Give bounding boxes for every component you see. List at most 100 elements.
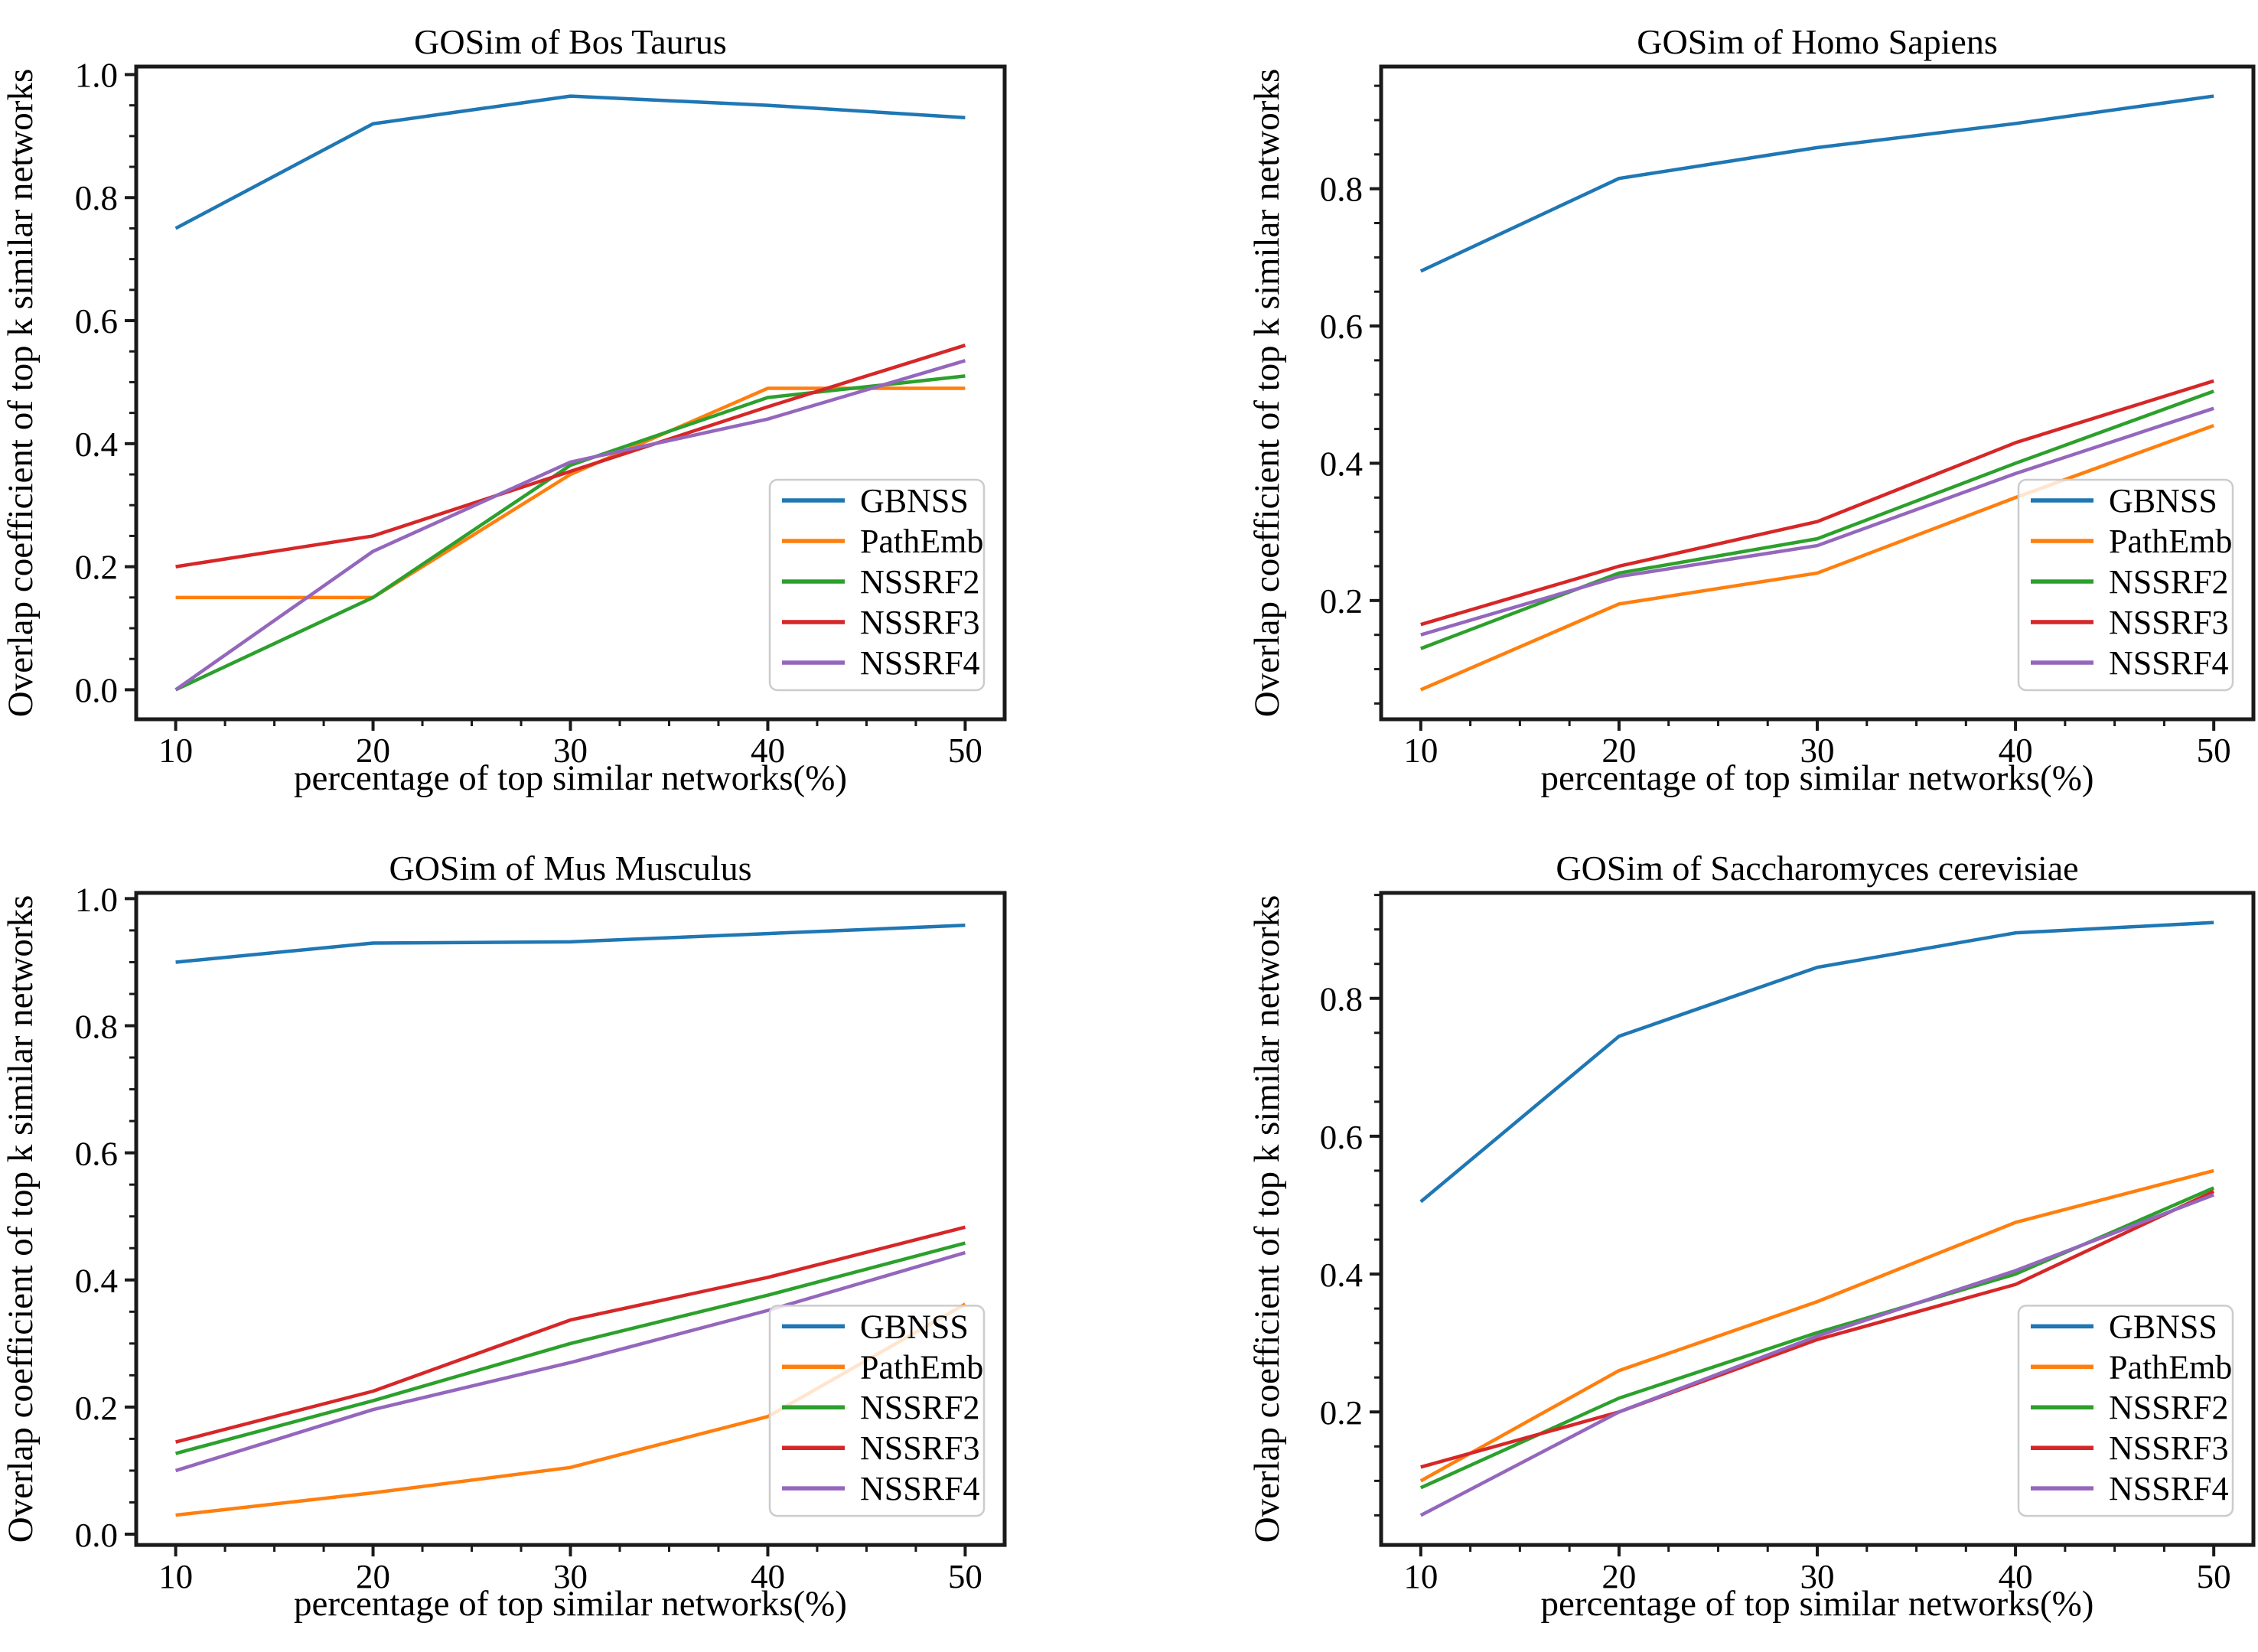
legend-label-NSSRF3: NSSRF3	[860, 1429, 980, 1467]
legend-label-NSSRF2: NSSRF2	[860, 563, 980, 601]
x-tick-label: 50	[948, 1557, 982, 1595]
x-tick-label: 40	[751, 1557, 785, 1595]
legend-box	[768, 478, 986, 692]
legend-label-NSSRF3: NSSRF3	[860, 604, 980, 641]
series-line-NSSRF3	[175, 1225, 966, 1444]
series-line-GBNSS	[174, 94, 966, 230]
y-tick-label: 1.0	[75, 880, 118, 918]
series-line-NSSRF4	[174, 1250, 966, 1473]
series-line-NSSRF3	[175, 344, 966, 569]
series-line-NSSRF2	[175, 1241, 966, 1455]
legend-label-NSSRF4: NSSRF4	[860, 1470, 980, 1507]
x-tick-label: 30	[553, 1557, 588, 1595]
y-tick-label: 0.4	[1320, 1256, 1363, 1294]
y-tick-label: 0.6	[1320, 1118, 1363, 1156]
series-line-GBNSS	[175, 924, 966, 964]
series-line-PathEmb	[1419, 423, 2214, 692]
y-tick-label: 0.6	[75, 302, 118, 341]
legend-label-NSSRF2: NSSRF2	[2109, 1389, 2229, 1426]
legend-label-GBNSS: GBNSS	[2109, 1308, 2217, 1345]
x-tick-label: 20	[1601, 732, 1636, 770]
legend-label-NSSRF4: NSSRF4	[2109, 644, 2229, 682]
y-tick-label: 1.0	[75, 56, 118, 94]
y-tick-label: 0.8	[75, 179, 118, 217]
x-tick-label: 10	[1403, 1557, 1438, 1595]
plot-spines	[1379, 64, 2256, 722]
y-tick-label: 0.8	[1320, 980, 1363, 1018]
x-tick-label: 20	[1601, 1557, 1636, 1595]
legend-label-NSSRF4: NSSRF4	[2109, 1470, 2229, 1507]
chart-title: GOSim of Bos Taurus	[414, 22, 727, 61]
y-tick-label: 0.0	[75, 671, 118, 709]
x-tick-label: 50	[2197, 732, 2231, 770]
x-tick-label: 20	[356, 732, 390, 770]
series-line-PathEmb	[1419, 1168, 2214, 1483]
series-line-GBNSS	[1419, 920, 2214, 1204]
series-line-NSSRF4	[1419, 1193, 2214, 1517]
x-tick-label: 10	[1403, 732, 1438, 770]
y-axis-label: Overlap coefficient of top k similar net…	[1, 895, 41, 1543]
y-axis-label: Overlap coefficient of top k similar net…	[1247, 69, 1287, 718]
subplot-saccharomyces-cerevisiae: GOSim of Saccharomyces cerevisiae percent…	[1129, 826, 2258, 1652]
series-line-GBNSS	[1419, 94, 2214, 273]
series-line-NSSRF4	[174, 359, 966, 692]
x-tick-label: 30	[1800, 732, 1835, 770]
x-axis-label: percentage of top similar networks(%)	[1540, 758, 2093, 798]
x-axis-label: percentage of top similar networks(%)	[294, 1584, 847, 1624]
x-tick-label: 50	[948, 732, 982, 770]
legend-label-NSSRF2: NSSRF2	[860, 1389, 980, 1426]
y-tick-label: 0.2	[75, 1389, 118, 1427]
subplot-mus-musculus: GOSim of Mus Musculus percentage of top s…	[0, 826, 1129, 1652]
chart-title: GOSim of Homo Sapiens	[1637, 22, 1998, 61]
series-line-NSSRF3	[1420, 379, 2214, 627]
legend-label-NSSRF3: NSSRF3	[2109, 604, 2229, 641]
x-axis-label: percentage of top similar networks(%)	[1541, 1584, 2094, 1624]
y-tick-label: 0.2	[75, 549, 118, 587]
x-tick-label: 10	[158, 732, 193, 770]
legend-label-NSSRF4: NSSRF4	[860, 644, 980, 682]
legend-label-GBNSS: GBNSS	[860, 482, 969, 520]
x-axis-label: percentage of top similar networks(%)	[294, 758, 847, 798]
legend-label-NSSRF2: NSSRF2	[2109, 563, 2229, 601]
chart-mus-musculus: GOSim of Mus Musculus percentage of top s…	[1, 849, 1007, 1624]
legend-label-PathEmb: PathEmb	[2109, 523, 2232, 560]
y-axis-label: Overlap coefficient of top k similar net…	[1, 69, 41, 718]
x-tick-label: 40	[1999, 732, 2033, 770]
x-tick-label: 50	[2197, 1557, 2231, 1595]
chart-title: GOSim of Saccharomyces cerevisiae	[1556, 849, 2078, 888]
y-tick-label: 0.4	[1320, 445, 1363, 483]
legend-box	[768, 1305, 986, 1517]
chart-bos-taurus: GOSim of Bos Taurus percentage of top sim…	[1, 22, 1007, 798]
series-line-NSSRF4	[1420, 406, 2214, 637]
chart-title: GOSim of Mus Musculus	[389, 849, 751, 888]
legend-box	[2017, 1305, 2234, 1517]
chart-homo-sapiens: GOSim of Homo Sapiens percentage of top s…	[1247, 22, 2256, 798]
x-tick-label: 40	[751, 732, 785, 770]
chart-saccharomyces-cerevisiae: GOSim of Saccharomyces cerevisiae percent…	[1247, 849, 2256, 1624]
y-tick-label: 0.8	[75, 1008, 118, 1046]
y-axis-label: Overlap coefficient of top k similar net…	[1247, 895, 1287, 1543]
plot-spines	[1379, 891, 2256, 1547]
y-tick-label: 0.6	[75, 1135, 118, 1173]
y-tick-label: 0.2	[1320, 1393, 1363, 1432]
y-tick-label: 0.0	[75, 1516, 118, 1554]
legend-label-GBNSS: GBNSS	[860, 1308, 969, 1345]
legend-box	[2017, 478, 2234, 692]
series-line-NSSRF2	[174, 374, 966, 692]
legend-label-PathEmb: PathEmb	[860, 523, 983, 560]
legend-label-GBNSS: GBNSS	[2109, 482, 2217, 520]
series-line-NSSRF2	[1420, 389, 2214, 650]
x-tick-label: 20	[356, 1557, 390, 1595]
y-tick-label: 0.4	[75, 1262, 118, 1300]
legend-label-PathEmb: PathEmb	[2109, 1348, 2232, 1386]
legend-label-NSSRF3: NSSRF3	[2109, 1429, 2229, 1467]
x-tick-label: 30	[553, 732, 588, 770]
x-tick-label: 10	[158, 1557, 193, 1595]
x-tick-label: 30	[1800, 1557, 1835, 1595]
y-tick-label: 0.4	[75, 425, 118, 464]
x-tick-label: 40	[1999, 1557, 2033, 1595]
